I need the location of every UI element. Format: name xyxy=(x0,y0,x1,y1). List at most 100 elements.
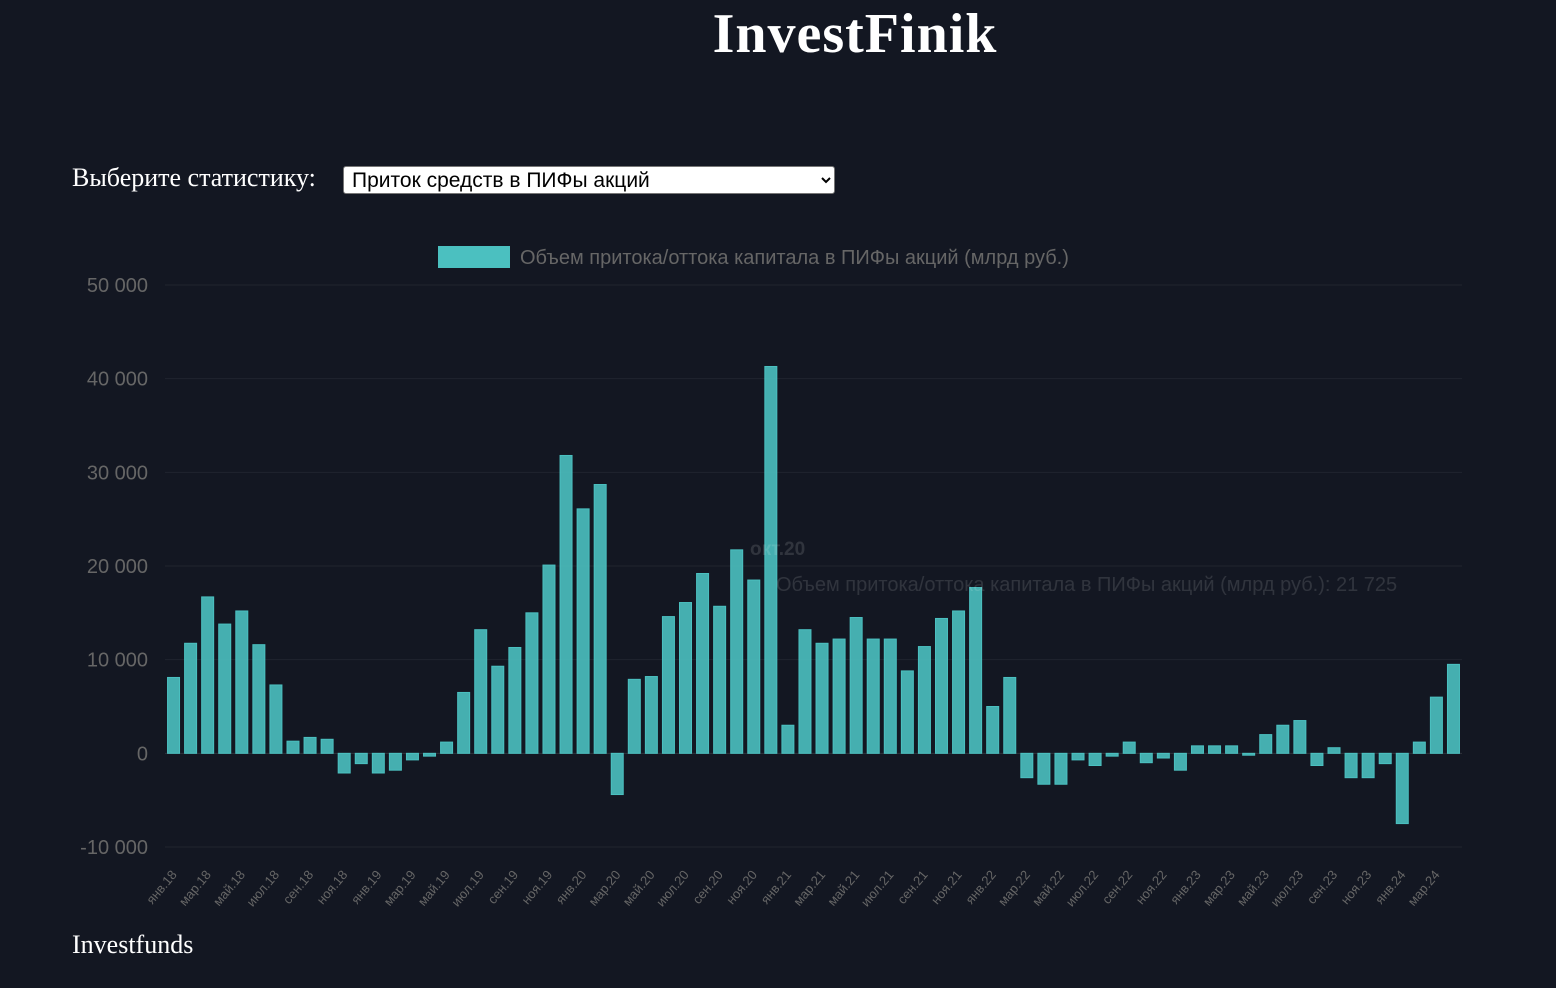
x-tick-label: мар.19 xyxy=(381,867,419,908)
bar xyxy=(559,454,573,754)
x-tick-label: сен.21 xyxy=(894,867,931,907)
bar xyxy=(1344,752,1358,779)
bar xyxy=(1310,752,1324,767)
y-tick-label: 0 xyxy=(137,743,148,765)
bar xyxy=(1225,745,1239,754)
x-tick-label: мар.22 xyxy=(995,867,1033,908)
x-tick-label: май.21 xyxy=(824,867,862,908)
bar xyxy=(781,724,795,754)
bar xyxy=(815,642,829,754)
y-tick-label: -10 000 xyxy=(80,837,148,859)
y-tick-label: 10 000 xyxy=(87,650,148,672)
bar xyxy=(474,629,488,754)
bar xyxy=(354,752,368,765)
bar xyxy=(713,605,727,754)
y-tick-label: 20 000 xyxy=(87,556,148,578)
bar xyxy=(201,596,215,754)
bar xyxy=(1429,696,1443,754)
bar xyxy=(747,579,761,754)
bar xyxy=(440,741,454,754)
bar xyxy=(542,564,556,754)
bar xyxy=(952,610,966,754)
x-tick-label: мар.23 xyxy=(1200,867,1238,908)
y-tick-label: 50 000 xyxy=(87,275,148,297)
x-tick-label: янв.18 xyxy=(143,867,180,907)
x-tick-label: май.23 xyxy=(1234,867,1272,908)
bar xyxy=(269,684,283,754)
bar xyxy=(610,752,624,796)
bar xyxy=(764,365,778,754)
bar xyxy=(644,676,658,754)
bar xyxy=(730,549,744,754)
bar xyxy=(235,610,249,754)
x-tick-label: июл.19 xyxy=(448,867,487,909)
bar xyxy=(1037,752,1051,785)
x-tick-label: янв.20 xyxy=(553,867,590,907)
x-tick-label: ноя.23 xyxy=(1338,867,1375,907)
bar xyxy=(627,678,641,754)
bar xyxy=(218,623,232,754)
bar xyxy=(252,644,266,754)
x-tick-label: янв.24 xyxy=(1372,867,1409,907)
bar xyxy=(1190,745,1204,754)
bar xyxy=(1156,752,1170,759)
x-tick-label: сен.22 xyxy=(1099,867,1136,907)
x-tick-label: мар.20 xyxy=(585,867,623,908)
bar xyxy=(371,752,385,774)
bar xyxy=(798,629,812,754)
x-tick-label: янв.19 xyxy=(348,867,385,907)
x-tick-label: мар.24 xyxy=(1405,867,1443,908)
x-tick-label: ноя.21 xyxy=(928,867,965,907)
bar xyxy=(405,752,419,761)
tooltip: окт.20 Объем притока/оттока капитала в ПИ… xyxy=(750,539,1397,596)
x-tick-label: июл.18 xyxy=(243,867,282,909)
bar xyxy=(1208,745,1222,754)
stat-select[interactable]: Приток средств в ПИФы акций xyxy=(343,166,835,194)
bar xyxy=(491,665,505,754)
bar xyxy=(303,736,317,754)
bar xyxy=(1446,663,1460,754)
y-tick-label: 30 000 xyxy=(87,462,148,484)
bar xyxy=(576,508,590,754)
x-tick-label: июл.21 xyxy=(858,867,897,909)
bar xyxy=(986,706,1000,754)
site-title: InvestFinik xyxy=(712,3,998,65)
bar xyxy=(593,484,607,754)
bar xyxy=(696,572,710,754)
bar xyxy=(525,612,539,754)
legend-swatch xyxy=(438,246,510,268)
bar xyxy=(1122,741,1136,754)
bar xyxy=(1105,752,1119,757)
x-tick-label: май.19 xyxy=(415,867,453,908)
bar xyxy=(1259,734,1273,754)
bar xyxy=(457,691,471,754)
bar xyxy=(508,646,522,754)
bar xyxy=(167,676,181,754)
x-tick-label: сен.20 xyxy=(689,867,726,907)
legend-label: Объем притока/оттока капитала в ПИФы акц… xyxy=(520,247,1069,269)
x-tick-label: мар.21 xyxy=(790,867,828,908)
bar xyxy=(900,670,914,754)
x-tick-label: май.22 xyxy=(1029,867,1067,908)
chart: -10 000 0 10 000 20 000 30 000 40 000 50 000 Об… xyxy=(80,246,1462,909)
tooltip-text: Объем притока/оттока капитала в ПИФы акц… xyxy=(776,574,1397,596)
x-tick-label: мар.18 xyxy=(176,867,214,908)
bar xyxy=(1361,752,1375,779)
bar xyxy=(1071,752,1085,761)
tooltip-title: окт.20 xyxy=(750,539,805,560)
bar xyxy=(1327,747,1341,754)
bar xyxy=(1276,724,1290,754)
bar xyxy=(1003,676,1017,754)
bar xyxy=(388,752,402,771)
bar xyxy=(1378,752,1392,765)
bar xyxy=(320,738,334,754)
bar xyxy=(184,642,198,754)
bar xyxy=(849,617,863,754)
bar xyxy=(934,617,948,754)
footer-link[interactable]: Investfunds xyxy=(72,930,194,959)
x-tick-label: май.20 xyxy=(619,867,657,908)
x-tick-label: май.18 xyxy=(210,867,248,908)
bar xyxy=(832,638,846,754)
x-tick-label: сен.18 xyxy=(280,867,317,907)
bar xyxy=(661,616,675,754)
